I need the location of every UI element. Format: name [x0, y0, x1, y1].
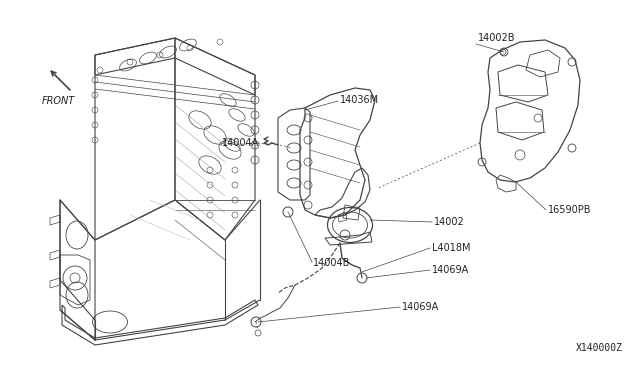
Text: 16590PB: 16590PB	[548, 205, 591, 215]
Text: 14002B: 14002B	[478, 33, 515, 43]
Text: FRONT: FRONT	[42, 96, 75, 106]
Text: 14036M: 14036M	[340, 95, 379, 105]
Text: X140000Z: X140000Z	[576, 343, 623, 353]
Text: 14069A: 14069A	[432, 265, 469, 275]
Text: 14002: 14002	[434, 217, 465, 227]
Text: 14069A: 14069A	[402, 302, 439, 312]
Text: 14004B: 14004B	[313, 258, 350, 268]
Text: L4018M: L4018M	[432, 243, 470, 253]
Text: 14004A: 14004A	[222, 138, 259, 148]
